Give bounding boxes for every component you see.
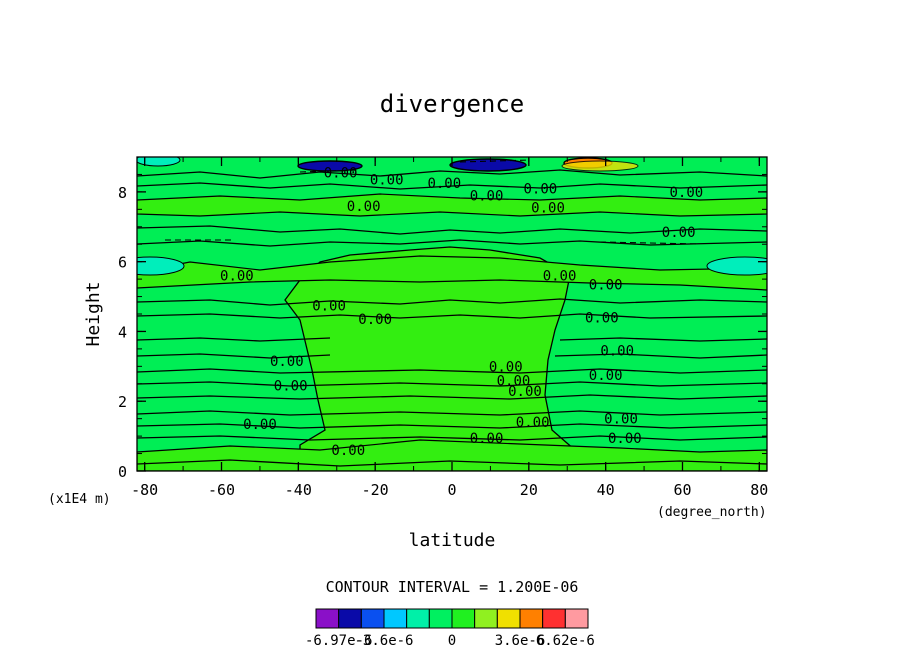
contour-label: 0.00: [531, 201, 565, 217]
y-axis-label: Height: [83, 281, 104, 346]
contour-label: 0.00: [585, 310, 619, 326]
contour-label: 0.00: [497, 373, 531, 389]
colorbar-swatch: [360, 608, 385, 629]
contour-label: 0.00: [347, 199, 381, 215]
colorbar-swatch: [519, 608, 544, 629]
x-tick-label: -60: [208, 481, 235, 499]
x-tick-label: 80: [750, 481, 768, 499]
contour-label: 0.00: [589, 368, 623, 384]
negative-core-top-center: [449, 158, 527, 172]
contour-label: 0.00: [489, 359, 523, 375]
contour-label: 0.00: [669, 185, 703, 201]
contour-label: 0.00: [516, 415, 550, 431]
contour-labels: 0.00 0.00 0.000.00 0.000.000.000.000.000.00…: [220, 166, 703, 459]
colorbar-labels: -6.97e-6-3.6e-6 0 3.6e-66.62e-6: [305, 633, 595, 649]
colorbar: [315, 608, 589, 629]
y-tick-label: 6: [118, 254, 127, 272]
contour-label: 0.00: [523, 181, 557, 197]
cyan-patch-right: [706, 256, 767, 276]
yellow-patch-top-right: [561, 160, 639, 172]
y-axis-units: (x1E4 m): [48, 492, 111, 507]
contour-interval-text: CONTOUR INTERVAL = 1.200E-06: [326, 578, 579, 596]
colorbar-swatch: [338, 608, 362, 629]
contour-label: 0.00: [600, 344, 634, 360]
contour-label: 0.00: [243, 417, 277, 433]
top-patch-region: [137, 193, 767, 217]
colorbar-swatch: [406, 608, 430, 629]
x-axis: -80 -60 -40 -20 0 20 40 60 80: [131, 157, 768, 499]
chart-title: divergence: [380, 90, 525, 118]
colorbar-label: -3.6e-6: [354, 633, 413, 649]
contour-label: 0.00: [270, 354, 304, 370]
colorbar-swatch: [542, 608, 566, 629]
contour-label: 0.00: [662, 225, 696, 241]
contour-label: 0.00: [274, 379, 308, 395]
contour-label: 0.00: [358, 312, 392, 328]
x-axis-label: latitude: [409, 530, 496, 551]
colorbar-label: 0: [448, 633, 456, 649]
contour-label: 0.00: [331, 443, 365, 459]
colorbar-swatch: [383, 608, 408, 629]
contour-label: 0.00: [312, 298, 346, 314]
upper-band-region: [137, 255, 767, 291]
y-tick-label: 2: [118, 393, 127, 411]
colorbar-swatch: [451, 608, 476, 629]
x-tick-label: -80: [131, 481, 158, 499]
y-tick-label: 0: [118, 463, 127, 481]
x-tick-label: 60: [673, 481, 691, 499]
colorbar-swatch: [474, 608, 498, 629]
contour-label: 0.00: [470, 188, 504, 204]
contour-label: 0.00: [508, 384, 542, 400]
cyan-patch-top-left: [137, 157, 181, 167]
cyan-patch-left: [137, 256, 185, 276]
y-tick-label: 4: [118, 323, 127, 341]
negative-contour-lines: [165, 159, 701, 245]
colorbar-label: 6.62e-6: [536, 633, 595, 649]
colorbar-swatch: [315, 608, 340, 629]
contour-label: 0.00: [427, 176, 461, 192]
contour-label: 0.00: [604, 412, 638, 428]
x-tick-label: 0: [447, 481, 456, 499]
colorbar-label: 3.6e-6: [495, 633, 546, 649]
contour-label: 0.00: [608, 431, 642, 447]
colorbar-swatch: [428, 608, 453, 629]
contour-label: 0.00: [220, 269, 254, 285]
colorbar-swatch: [564, 608, 589, 629]
x-tick-label: -20: [362, 481, 389, 499]
contour-label: 0.00: [470, 431, 504, 447]
x-axis-units: (degree_north): [657, 505, 767, 520]
plot-area: [137, 157, 767, 471]
contour-label: 0.00: [543, 269, 577, 285]
x-tick-label: 40: [597, 481, 615, 499]
x-tick-label: -40: [285, 481, 312, 499]
y-tick-label: 8: [118, 184, 127, 202]
colorbar-label: -6.97e-6: [305, 633, 372, 649]
y-axis: 0 2 4 6 8: [118, 156, 767, 481]
contour-label: 0.00: [324, 166, 358, 182]
x-tick-label: 20: [520, 481, 538, 499]
contour-label: 0.00: [589, 277, 623, 293]
colorbar-swatch: [496, 608, 521, 629]
contour-lines: [137, 169, 767, 467]
contour-label: 0.00: [370, 173, 404, 189]
